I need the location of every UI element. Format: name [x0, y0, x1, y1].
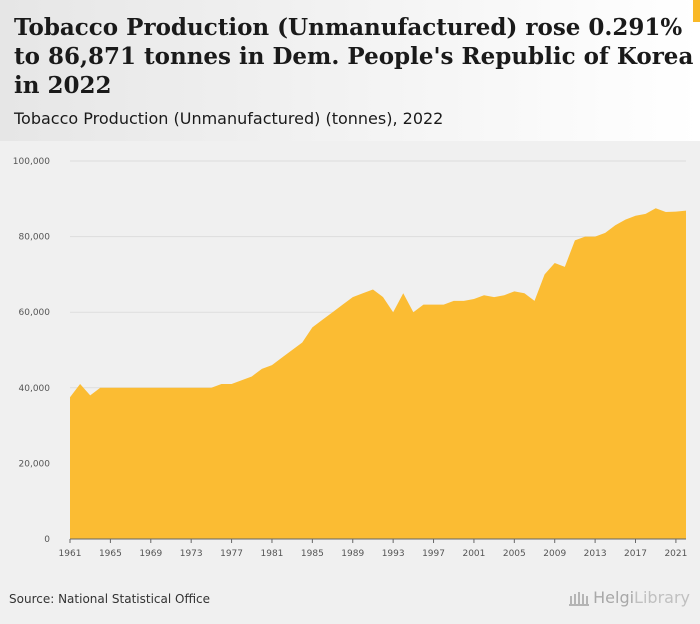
- x-axis: 1961 1965 1969 1973 1977 1981 1985 1989 1993 1997…: [59, 538, 687, 559]
- x-tick-label: 2021: [664, 549, 687, 559]
- x-tick-label: 1977: [220, 549, 243, 559]
- production-area: [70, 208, 686, 539]
- x-tick-label: 1989: [341, 549, 364, 559]
- x-tick-label: 1985: [301, 549, 324, 559]
- y-tick-label: 80,000: [19, 233, 51, 243]
- y-tick-label: 40,000: [19, 384, 51, 394]
- x-tick-label: 2013: [584, 549, 607, 559]
- x-tick-label: 2001: [462, 549, 485, 559]
- accent-bar: [693, 0, 700, 22]
- plot-area: [70, 208, 686, 539]
- x-tick-label: 1973: [180, 549, 203, 559]
- y-tick-label: 20,000: [19, 459, 51, 469]
- header-band: Tobacco Production (Unmanufactured) rose…: [0, 0, 700, 141]
- x-tick-label: 1961: [59, 549, 82, 559]
- chart-subtitle: Tobacco Production (Unmanufactured) (ton…: [14, 109, 444, 128]
- brand-logo: Helgi Library: [569, 588, 690, 607]
- y-tick-label: 0: [44, 535, 50, 545]
- x-tick-label: 1993: [382, 549, 405, 559]
- chart-title: Tobacco Production (Unmanufactured) rose…: [14, 14, 694, 99]
- x-tick-label: 1997: [422, 549, 445, 559]
- library-icon: [569, 591, 590, 606]
- y-tick-label: 60,000: [19, 308, 51, 318]
- brand-name-part1: Helgi: [593, 588, 635, 607]
- x-tick-label: 1981: [261, 549, 284, 559]
- x-tick-label: 2009: [543, 549, 566, 559]
- x-tick-label: 2017: [624, 549, 647, 559]
- brand-name-part2: Library: [634, 588, 690, 607]
- x-tick-label: 1969: [139, 549, 162, 559]
- source-note: Source: National Statistical Office: [9, 592, 211, 606]
- y-axis-labels: 0 20,000 40,000 60,000 80,000 100,000: [13, 157, 50, 545]
- y-tick-label: 100,000: [13, 157, 50, 167]
- x-tick-label: 2005: [503, 549, 526, 559]
- x-tick-label: 1965: [99, 549, 122, 559]
